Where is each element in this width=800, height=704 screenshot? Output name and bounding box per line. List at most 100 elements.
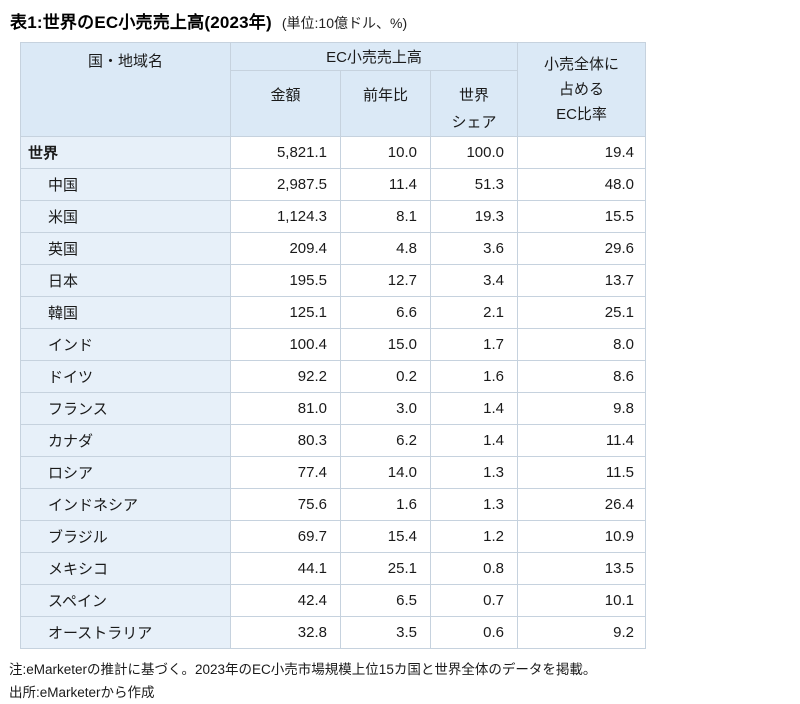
ec-ratio-cell: 19.4: [517, 136, 646, 169]
amount-cell: 1,124.3: [230, 200, 341, 233]
note-line: 注:eMarketerの推計に基づく。2023年のEC小売市場規模上位15カ国と…: [9, 662, 597, 677]
yoy-cell: 6.6: [340, 296, 431, 329]
share-cell: 3.6: [430, 232, 518, 265]
table-row-spain: スペイン 42.4 6.5 0.7 10.1: [20, 584, 646, 617]
country-cell: ロシア: [20, 456, 231, 489]
amount-cell: 100.4: [230, 328, 341, 361]
ec-ratio-cell: 10.9: [517, 520, 646, 553]
table-row-mexico: メキシコ 44.1 25.1 0.8 13.5: [20, 552, 646, 585]
amount-cell: 92.2: [230, 360, 341, 393]
amount-cell: 81.0: [230, 392, 341, 425]
country-cell: スペイン: [20, 584, 231, 617]
col-header-ec-ratio: 小売全体に 占める EC比率: [517, 42, 646, 137]
ec-ratio-cell: 25.1: [517, 296, 646, 329]
amount-cell: 80.3: [230, 424, 341, 457]
table-row-uk: 英国 209.4 4.8 3.6 29.6: [20, 232, 646, 265]
table-row-us: 米国 1,124.3 8.1 19.3 15.5: [20, 200, 646, 233]
amount-cell: 42.4: [230, 584, 341, 617]
page-title: 表1:世界のEC小売売上高(2023年): [10, 13, 272, 32]
ec-ratio-cell: 15.5: [517, 200, 646, 233]
yoy-cell: 12.7: [340, 264, 431, 297]
amount-cell: 5,821.1: [230, 136, 341, 169]
table-row-canada: カナダ 80.3 6.2 1.4 11.4: [20, 424, 646, 457]
yoy-cell: 14.0: [340, 456, 431, 489]
ec-ratio-cell: 10.1: [517, 584, 646, 617]
title-row: 表1:世界のEC小売売上高(2023年) (単位:10億ドル、%): [8, 8, 800, 33]
amount-cell: 69.7: [230, 520, 341, 553]
source-line: 出所:eMarketerから作成: [9, 685, 155, 700]
table-row-russia: ロシア 77.4 14.0 1.3 11.5: [20, 456, 646, 489]
ec-ratio-cell: 8.0: [517, 328, 646, 361]
share-cell: 51.3: [430, 168, 518, 201]
share-cell: 0.8: [430, 552, 518, 585]
ec-ratio-cell: 13.5: [517, 552, 646, 585]
yoy-cell: 0.2: [340, 360, 431, 393]
share-cell: 1.4: [430, 424, 518, 457]
yoy-cell: 3.0: [340, 392, 431, 425]
country-cell: ドイツ: [20, 360, 231, 393]
share-cell: 19.3: [430, 200, 518, 233]
ec-ratio-cell: 29.6: [517, 232, 646, 265]
country-cell: フランス: [20, 392, 231, 425]
share-cell: 1.3: [430, 488, 518, 521]
share-cell: 1.3: [430, 456, 518, 489]
col-header-ec-sales-group: EC小売売上高: [230, 42, 518, 71]
country-cell: カナダ: [20, 424, 231, 457]
country-cell: ブラジル: [20, 520, 231, 553]
ec-ratio-cell: 8.6: [517, 360, 646, 393]
share-cell: 3.4: [430, 264, 518, 297]
amount-cell: 44.1: [230, 552, 341, 585]
yoy-cell: 25.1: [340, 552, 431, 585]
share-cell: 2.1: [430, 296, 518, 329]
amount-cell: 77.4: [230, 456, 341, 489]
table-row-china: 中国 2,987.5 11.4 51.3 48.0: [20, 168, 646, 201]
country-cell: 英国: [20, 232, 231, 265]
country-cell: オーストラリア: [20, 616, 231, 649]
table-row-brazil: ブラジル 69.7 15.4 1.2 10.9: [20, 520, 646, 553]
share-cell: 1.2: [430, 520, 518, 553]
col-header-country: 国・地域名: [20, 42, 231, 137]
ec-ratio-cell: 9.8: [517, 392, 646, 425]
yoy-cell: 6.2: [340, 424, 431, 457]
ec-ratio-cell: 11.4: [517, 424, 646, 457]
yoy-cell: 1.6: [340, 488, 431, 521]
amount-cell: 2,987.5: [230, 168, 341, 201]
yoy-cell: 15.0: [340, 328, 431, 361]
share-cell: 1.4: [430, 392, 518, 425]
share-cell: 1.6: [430, 360, 518, 393]
table-row-world: 世界 5,821.1 10.0 100.0 19.4: [20, 136, 646, 169]
col-header-world-share: 世界 シェア: [430, 70, 518, 137]
share-cell: 100.0: [430, 136, 518, 169]
table-header: 国・地域名 EC小売売上高 小売全体に 占める EC比率 金額 前年比 世界 シ…: [20, 42, 646, 137]
share-cell: 0.7: [430, 584, 518, 617]
yoy-cell: 8.1: [340, 200, 431, 233]
unit-label: (単位:10億ドル、%): [281, 15, 408, 31]
country-cell: インド: [20, 328, 231, 361]
yoy-cell: 6.5: [340, 584, 431, 617]
table-row-korea: 韓国 125.1 6.6 2.1 25.1: [20, 296, 646, 329]
amount-cell: 32.8: [230, 616, 341, 649]
table-row-australia: オーストラリア 32.8 3.5 0.6 9.2: [20, 616, 646, 649]
table-row-germany: ドイツ 92.2 0.2 1.6 8.6: [20, 360, 646, 393]
country-cell: インドネシア: [20, 488, 231, 521]
ec-ratio-cell: 9.2: [517, 616, 646, 649]
yoy-cell: 4.8: [340, 232, 431, 265]
ec-ratio-cell: 13.7: [517, 264, 646, 297]
country-cell: 世界: [20, 136, 231, 169]
yoy-cell: 10.0: [340, 136, 431, 169]
country-cell: 韓国: [20, 296, 231, 329]
yoy-cell: 15.4: [340, 520, 431, 553]
ec-ratio-cell: 48.0: [517, 168, 646, 201]
col-header-amount: 金額: [230, 70, 341, 137]
country-cell: 米国: [20, 200, 231, 233]
table-body: 世界 5,821.1 10.0 100.0 19.4 中国 2,987.5 11…: [20, 136, 646, 649]
amount-cell: 209.4: [230, 232, 341, 265]
country-cell: 日本: [20, 264, 231, 297]
yoy-cell: 3.5: [340, 616, 431, 649]
share-cell: 1.7: [430, 328, 518, 361]
amount-cell: 125.1: [230, 296, 341, 329]
amount-cell: 75.6: [230, 488, 341, 521]
share-cell: 0.6: [430, 616, 518, 649]
yoy-cell: 11.4: [340, 168, 431, 201]
